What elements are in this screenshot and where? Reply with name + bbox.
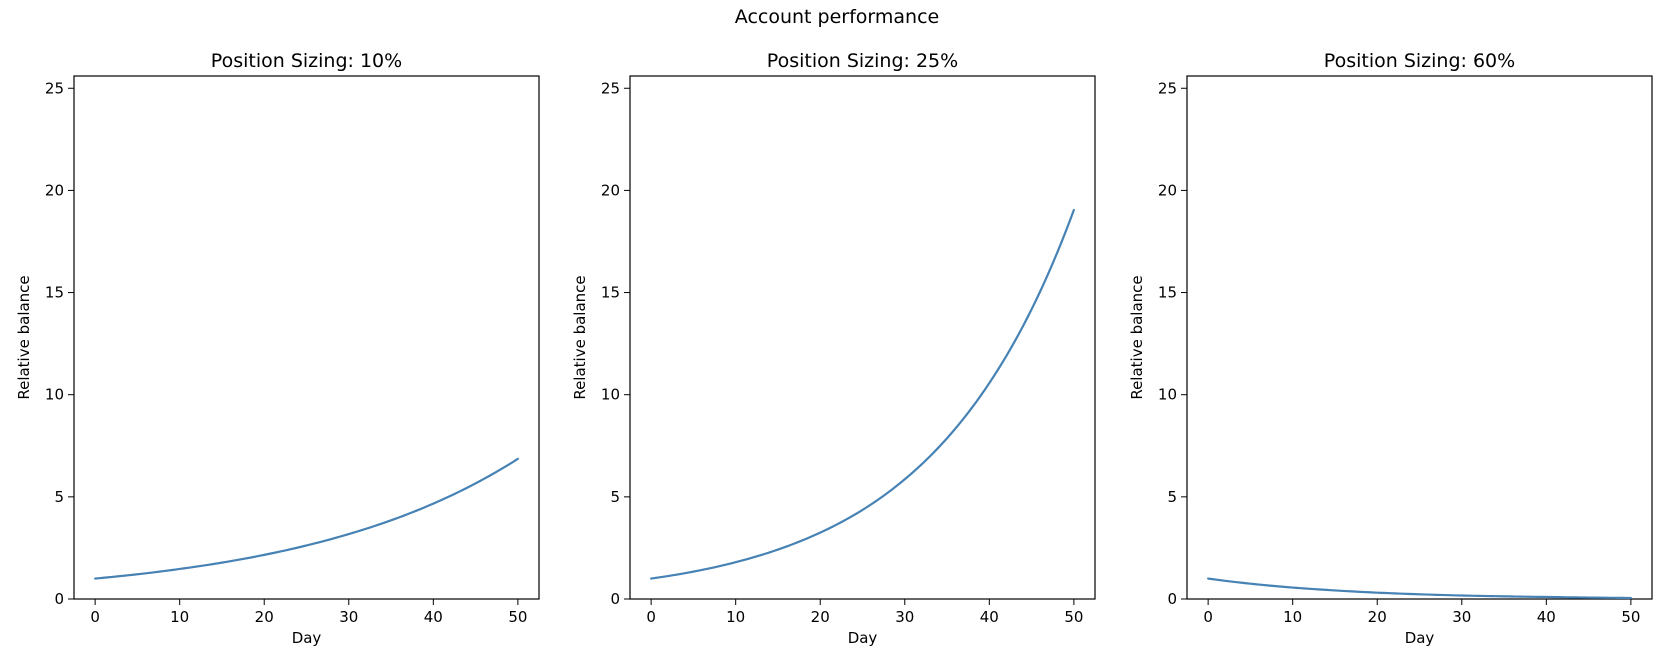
x-tick-label: 30 — [339, 608, 358, 626]
series-line-1 — [1207, 577, 1632, 600]
series-line-1 — [650, 208, 1075, 580]
chart-panels: Position Sizing: 10%0 10 20 30 40 50051015202… — [15, 50, 1653, 647]
x-tick-label: 30 — [1452, 608, 1471, 626]
x-tick-label: 40 — [424, 608, 443, 626]
y-tick-label: 10 — [45, 386, 64, 404]
y-tick-label: 5 — [54, 488, 64, 506]
y-tick-label: 10 — [601, 386, 620, 404]
x-tick-label: 0 — [1203, 608, 1213, 626]
x-tick-label: 30 — [895, 608, 914, 626]
y-tick-label: 25 — [1158, 79, 1177, 97]
series-line-1 — [94, 457, 519, 580]
y-tick-label: 0 — [610, 590, 620, 608]
x-tick-label: 50 — [1621, 608, 1640, 626]
chart-title: Position Sizing: 25% — [767, 50, 958, 72]
x-tick-label: 0 — [646, 608, 656, 626]
x-axis-label: Day — [292, 629, 322, 647]
y-tick-label: 20 — [601, 181, 620, 199]
y-tick-label: 5 — [1167, 488, 1177, 506]
x-tick-label: 50 — [508, 608, 527, 626]
plot-frame — [629, 75, 1096, 600]
y-tick-label: 15 — [1158, 284, 1177, 302]
x-tick-label: 40 — [1537, 608, 1556, 626]
y-tick-label: 20 — [45, 181, 64, 199]
chart-title: Position Sizing: 60% — [1324, 50, 1515, 72]
y-tick-label: 0 — [54, 590, 64, 608]
y-tick-label: 25 — [45, 79, 64, 97]
x-axis-label: Day — [848, 629, 878, 647]
y-axis-label: Relative balance — [1128, 275, 1146, 399]
chart-title: Position Sizing: 10% — [211, 50, 402, 72]
y-tick-label: 15 — [601, 284, 620, 302]
chart-panel-2: Position Sizing: 25% 0 10 20 30 40 50 0 5 10 15 20 2… — [571, 50, 1096, 647]
x-tick-label: 10 — [170, 608, 189, 626]
plot-frame — [73, 75, 540, 600]
plot-frame — [1186, 75, 1653, 600]
y-tick-label: 0 — [1167, 590, 1177, 608]
y-axis-label: Relative balance — [15, 275, 33, 399]
y-tick-label: 5 — [610, 488, 620, 506]
y-tick-label: 15 — [45, 284, 64, 302]
x-tick-label: 20 — [811, 608, 830, 626]
chart-panel-1: Position Sizing: 10% 0 10 20 30 40 50 0 5 10 15 20 2… — [15, 50, 540, 647]
x-tick-label: 40 — [980, 608, 999, 626]
y-tick-label: 20 — [1158, 181, 1177, 199]
y-axis-label: Relative balance — [571, 275, 589, 399]
x-tick-label: 20 — [1368, 608, 1387, 626]
y-tick-label: 25 — [601, 79, 620, 97]
x-tick-label: 50 — [1064, 608, 1083, 626]
figure-title: Account performance — [735, 6, 939, 28]
x-axis-label: Day — [1405, 629, 1435, 647]
x-tick-label: 20 — [255, 608, 274, 626]
y-tick-label: 10 — [1158, 386, 1177, 404]
x-tick-label: 10 — [726, 608, 745, 626]
chart-panel-3: Position Sizing: 60% 0 10 20 30 40 50 0 5 10 15 20 2… — [1128, 50, 1653, 647]
x-tick-label: 0 — [90, 608, 100, 626]
x-tick-label: 10 — [1283, 608, 1302, 626]
